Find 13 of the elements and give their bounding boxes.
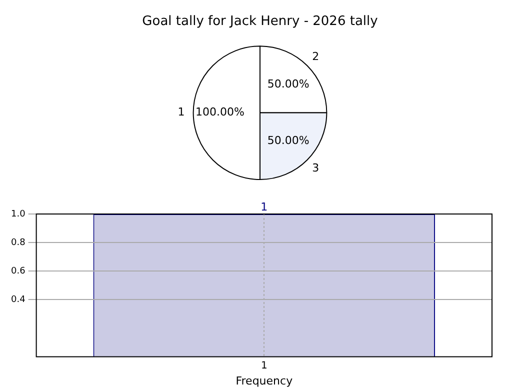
- y-tick-label: 0.6: [10, 266, 26, 276]
- slice-label: 1: [178, 106, 185, 119]
- y-tick-label: 1.0: [10, 209, 26, 220]
- slice-label: 3: [312, 161, 320, 174]
- y-tick-label: 0.4: [10, 295, 26, 306]
- x-axis-title: Frequency: [236, 374, 294, 388]
- slice-label: 2: [312, 50, 320, 64]
- data-label: 1: [260, 200, 268, 214]
- data-label: 50.00%: [267, 134, 310, 147]
- y-tick-label: 0.8: [10, 238, 26, 248]
- data-label: 100.00%: [196, 106, 244, 119]
- data-label: 50.00%: [267, 77, 310, 90]
- chart-title: Goal tally for Jack Henry - 2026 tally: [142, 14, 378, 30]
